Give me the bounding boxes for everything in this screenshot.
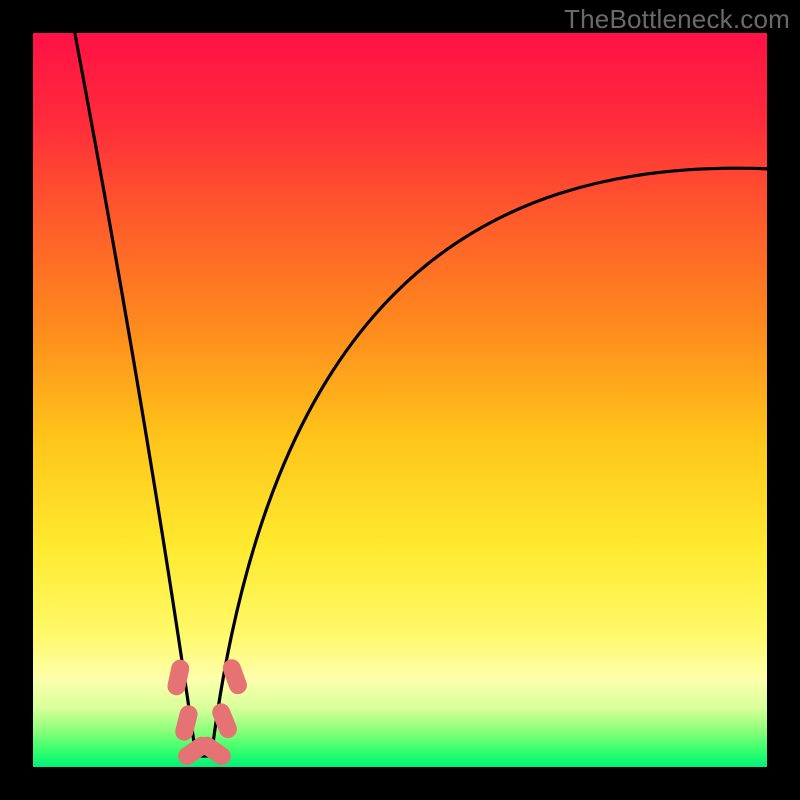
watermark-text: TheBottleneck.com [564, 4, 790, 35]
curve-right [211, 168, 767, 756]
curve-svg [33, 33, 767, 767]
plot-area [33, 33, 767, 767]
curve-left [75, 33, 196, 756]
valley-marker [173, 703, 199, 742]
stage: TheBottleneck.com [0, 0, 800, 800]
valley-markers [166, 657, 250, 767]
